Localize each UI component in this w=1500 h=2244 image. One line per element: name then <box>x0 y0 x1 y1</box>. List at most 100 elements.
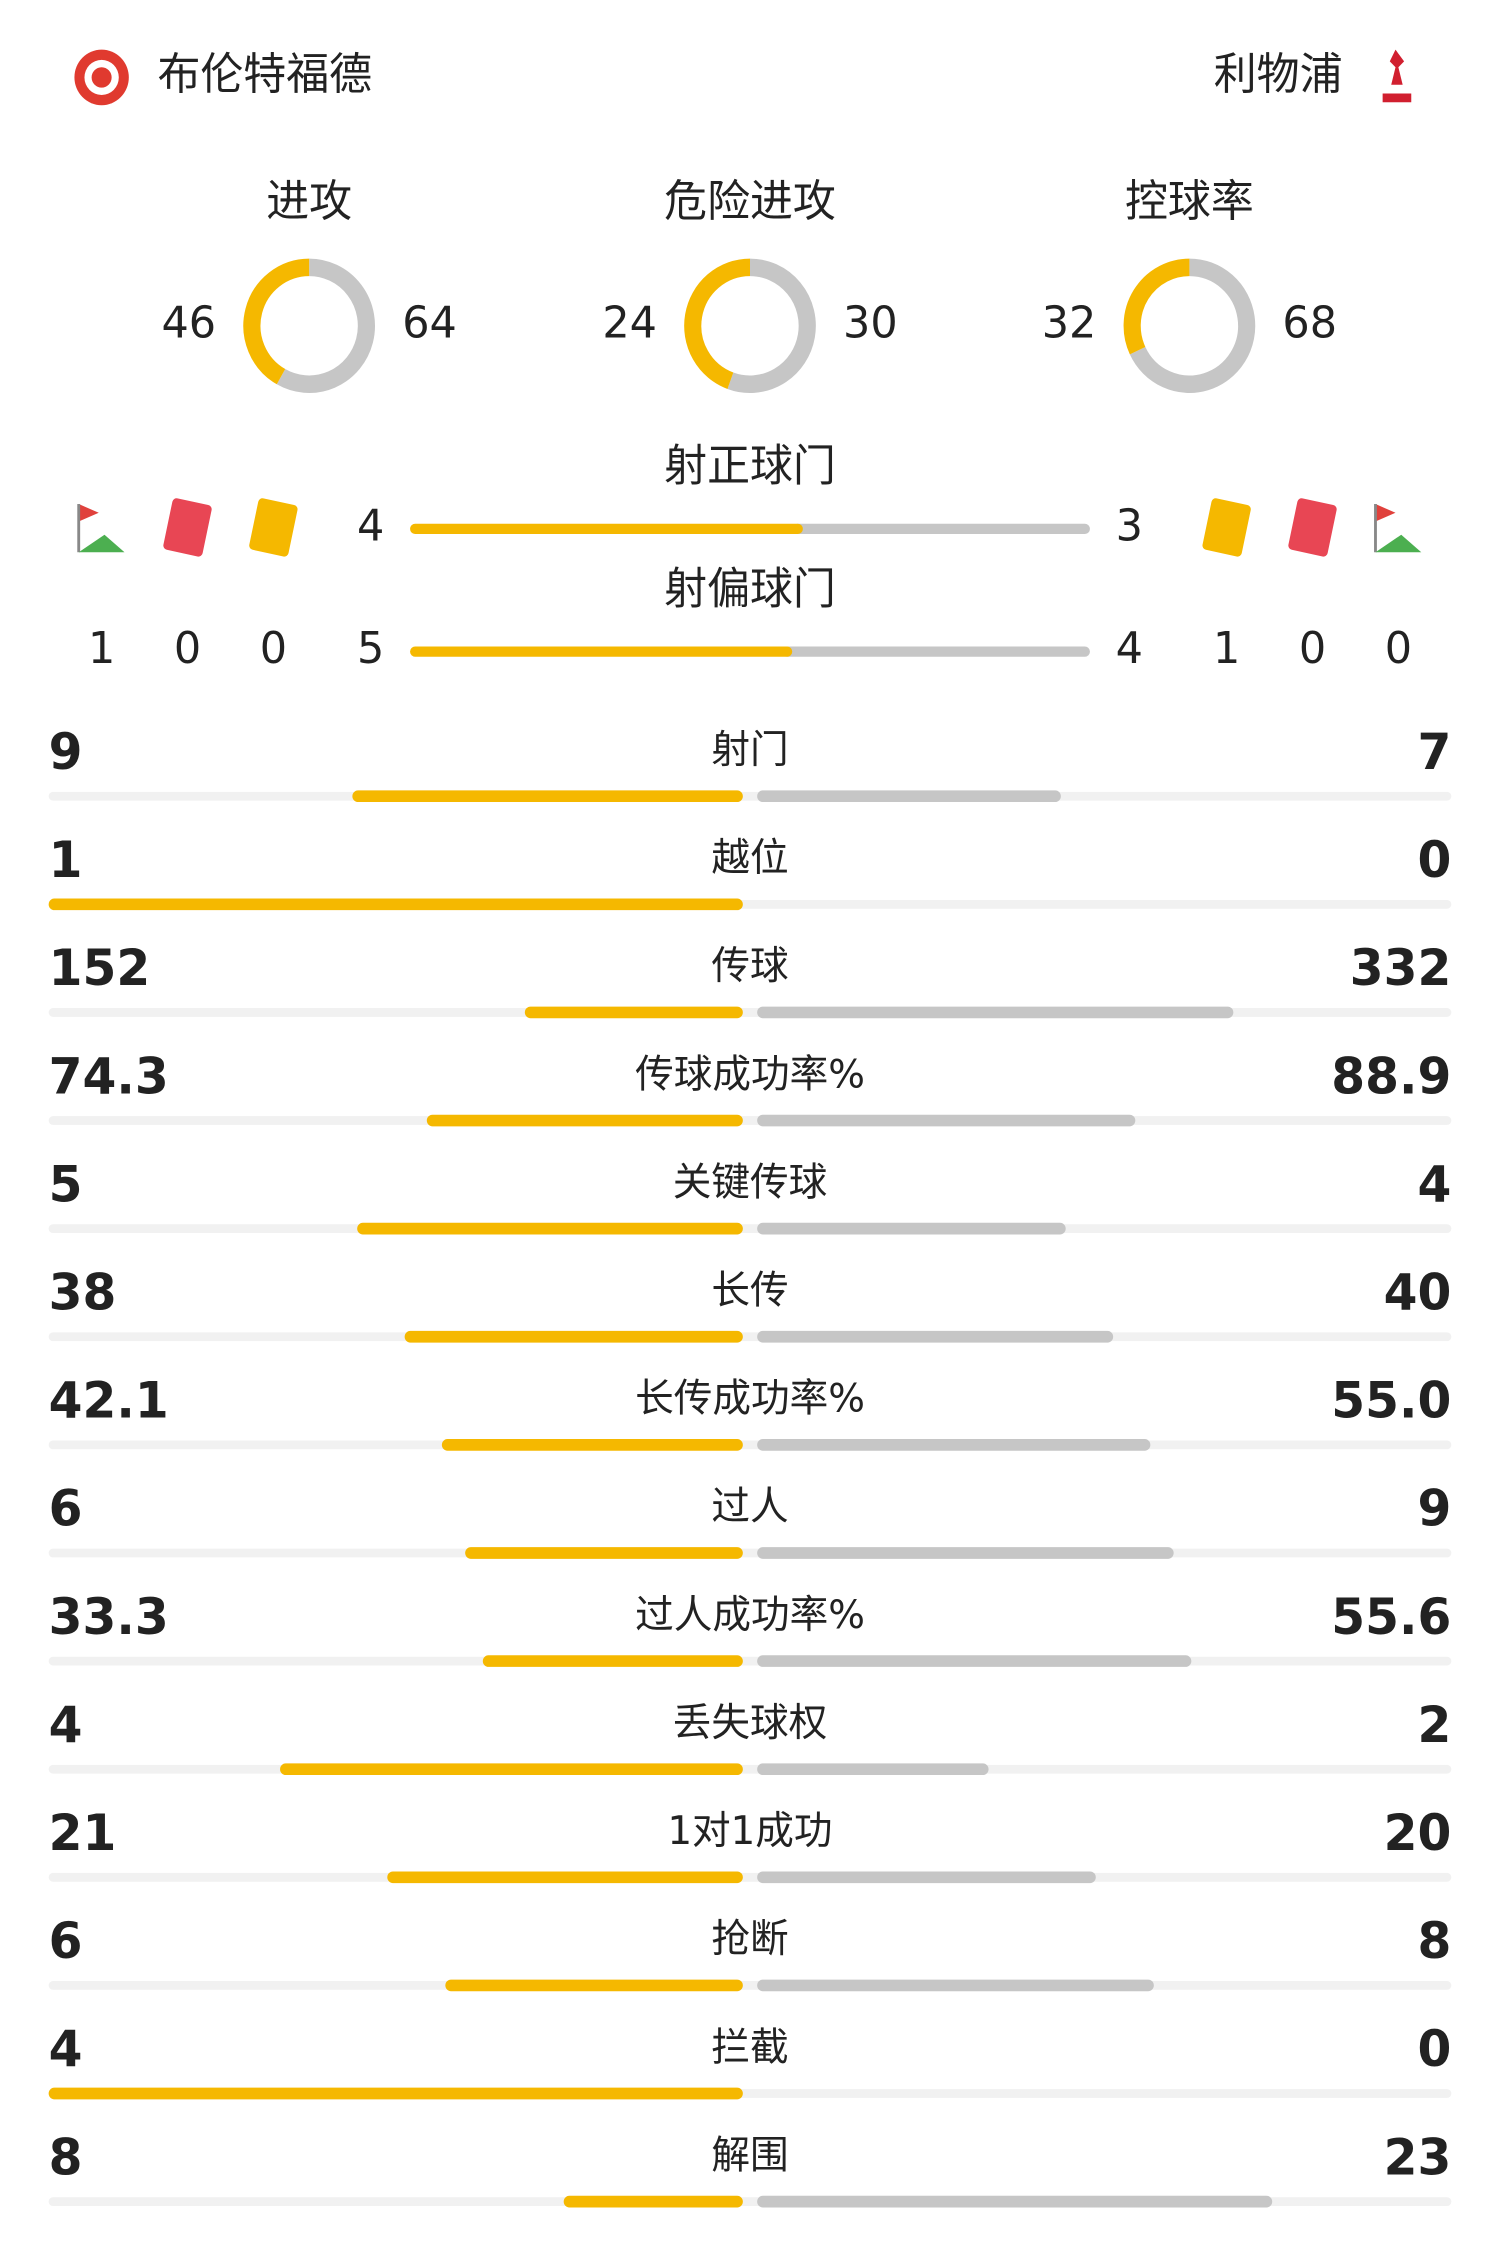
away-value: 0 <box>1417 831 1451 890</box>
home-bar <box>465 1547 743 1559</box>
away-value: 88.9 <box>1331 1047 1451 1106</box>
home-bar <box>357 1222 743 1235</box>
home-bar <box>48 2087 743 2100</box>
stat-label: 传球成功率% <box>635 1052 865 1097</box>
home-value: 42.1 <box>49 1371 169 1430</box>
stat-label: 拦截 <box>711 2025 788 2070</box>
away-bar <box>757 1114 1136 1127</box>
stat-label: 1对1成功 <box>667 1809 832 1854</box>
home-value: 152 <box>49 939 151 998</box>
home-bar <box>280 1763 743 1776</box>
home-bar <box>48 898 743 911</box>
away-value: 55.6 <box>1331 1587 1451 1646</box>
stat-label: 长传成功率% <box>635 1376 865 1421</box>
stat-label: 抢断 <box>711 1917 788 1962</box>
home-value: 8 <box>49 2128 83 2187</box>
home-value: 5 <box>357 624 384 675</box>
away-value: 9 <box>1417 1479 1451 1538</box>
away-team: 利物浦 <box>1214 50 1343 101</box>
home-value: 21 <box>49 1804 117 1863</box>
field <box>1375 534 1422 553</box>
flag <box>1375 504 1396 522</box>
card-icon <box>163 498 212 557</box>
away-bar <box>757 1330 1114 1343</box>
home-bar <box>524 1006 743 1019</box>
count: 0 <box>1385 624 1412 675</box>
away-bar <box>757 1763 989 1776</box>
away-bar <box>757 1547 1174 1559</box>
home-logo <box>74 49 129 106</box>
home-bar <box>445 1979 743 1992</box>
away-value: 7 <box>1417 722 1451 781</box>
away-value: 55.0 <box>1331 1371 1451 1430</box>
bar-track <box>48 1440 1452 1450</box>
card-icon <box>1288 498 1337 557</box>
stat-label: 关键传球 <box>673 1160 828 1205</box>
bar-track <box>48 1332 1452 1342</box>
away-value: 332 <box>1350 939 1452 998</box>
home-value: 4 <box>49 2020 83 2079</box>
away-bar <box>757 1871 1096 1884</box>
home-value: 24 <box>602 298 657 349</box>
away-bar <box>757 1979 1154 1992</box>
stat-label: 射门 <box>711 728 788 773</box>
home-arc <box>684 258 751 389</box>
home-value: 4 <box>357 501 384 552</box>
home-value: 4 <box>49 1695 83 1754</box>
count: 1 <box>88 624 115 675</box>
donut-label: 危险进攻 <box>664 177 836 228</box>
home-team: 布伦特福德 <box>157 50 372 101</box>
away-value: 4 <box>1417 1155 1451 1214</box>
away-arc <box>276 258 375 393</box>
stat-label: 传球 <box>711 944 788 989</box>
card-icon <box>249 498 298 557</box>
home-bar <box>352 790 743 803</box>
home-bar <box>563 2195 743 2208</box>
home-arc <box>1123 258 1190 355</box>
away-value: 30 <box>843 298 898 349</box>
away-value: 23 <box>1384 2128 1452 2187</box>
stat-label: 过人成功率% <box>635 1593 865 1638</box>
home-bar <box>482 1655 743 1667</box>
home-value: 6 <box>49 1912 83 1971</box>
away-value: 40 <box>1384 1263 1452 1322</box>
home-value: 6 <box>49 1479 83 1538</box>
home-bar <box>441 1439 743 1451</box>
away-value: 3 <box>1116 501 1143 552</box>
home-value: 32 <box>1042 298 1097 349</box>
bar-track <box>48 1656 1452 1666</box>
away-bar <box>757 1439 1151 1451</box>
home-value: 33.3 <box>49 1587 169 1646</box>
away-value: 8 <box>1417 1912 1451 1971</box>
donut-label: 控球率 <box>1125 177 1254 228</box>
away-value: 68 <box>1282 298 1337 349</box>
bar-track <box>48 1548 1452 1558</box>
count: 1 <box>1213 624 1240 675</box>
home-value: 74.3 <box>49 1047 169 1106</box>
bar-track <box>48 1872 1452 1882</box>
count: 0 <box>1299 624 1326 675</box>
away-bar <box>757 790 1061 803</box>
home-value: 9 <box>49 722 83 781</box>
count: 0 <box>174 624 201 675</box>
away-logo <box>1382 49 1412 103</box>
away-bar <box>757 1222 1066 1235</box>
home-value: 46 <box>161 298 216 349</box>
away-bar <box>757 1655 1192 1667</box>
stat-label: 丢失球权 <box>673 1701 828 1746</box>
home-bar <box>426 1114 743 1127</box>
away-value: 64 <box>402 298 457 349</box>
stat-label: 越位 <box>711 836 788 881</box>
bar-track <box>48 1764 1452 1774</box>
stat-label: 长传 <box>711 1268 788 1313</box>
away-bar <box>757 2195 1273 2208</box>
away-arc <box>727 258 816 393</box>
away-value: 0 <box>1417 2020 1451 2079</box>
shot-label: 射偏球门 <box>664 564 836 615</box>
home-value: 38 <box>49 1263 117 1322</box>
corner-icon <box>1374 504 1422 553</box>
corner-icon <box>77 504 125 553</box>
bar-track <box>48 791 1452 801</box>
